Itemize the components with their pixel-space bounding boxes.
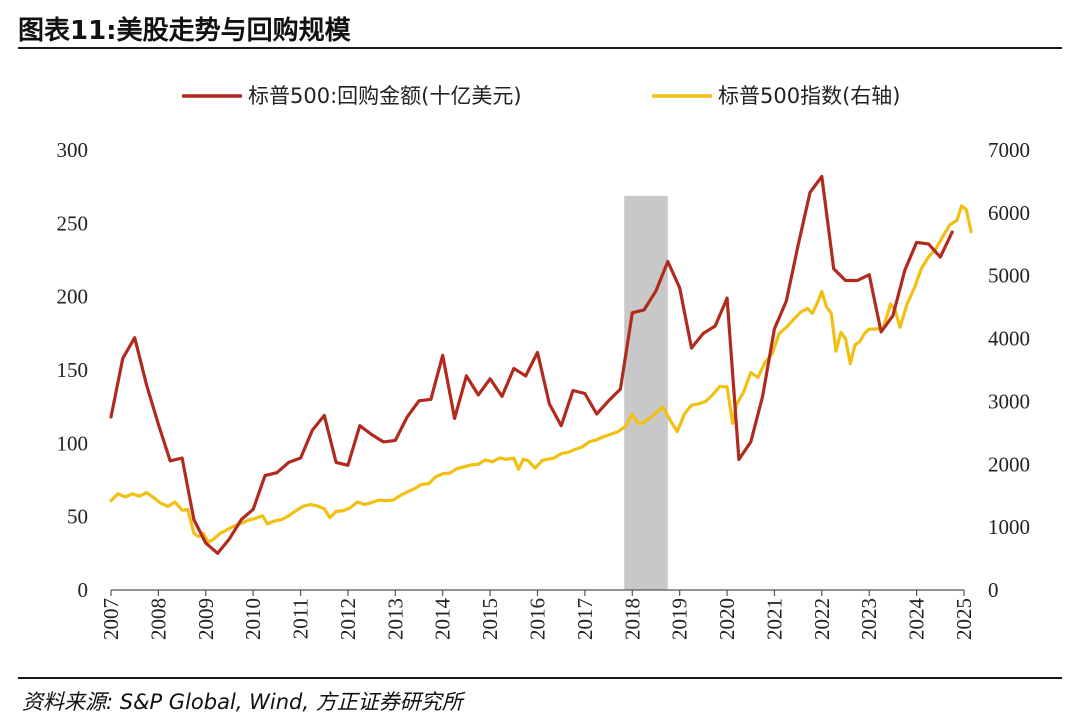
y-left-tick-label: 150	[57, 358, 89, 382]
legend: 标普500:回购金额(十亿美元) 标普500指数(右轴)	[182, 84, 900, 108]
y-left-tick-label: 250	[57, 211, 89, 235]
series-layer	[109, 174, 973, 555]
x-tick-label: 2019	[668, 598, 692, 640]
y-left-tick-label: 100	[57, 431, 89, 455]
y-left-tick-label: 0	[78, 578, 89, 602]
x-tick-label: 2024	[905, 598, 929, 641]
y-right-tick-label: 7000	[988, 138, 1030, 162]
y-right-tick-label: 0	[988, 578, 999, 602]
chart-title: 图表11:美股走势与回购规模	[18, 16, 351, 46]
footer-divider	[18, 677, 1062, 679]
source-note: 资料来源: S&P Global, Wind, 方正证券研究所	[22, 690, 463, 714]
x-tick-label: 2018	[620, 598, 644, 640]
y-left-tick-label: 300	[57, 138, 89, 162]
x-tick-label: 2010	[241, 598, 265, 640]
y-left-tick-label: 200	[57, 285, 89, 309]
y-right-tick-label: 1000	[988, 515, 1030, 539]
chart-header: 图表11:美股走势与回购规模	[0, 0, 1080, 50]
x-tick-label: 2020	[715, 598, 739, 640]
shaded-region-layer	[624, 195, 668, 590]
x-tick-label: 2011	[289, 598, 313, 639]
y-right-tick-label: 4000	[988, 327, 1030, 351]
y-right-tick-label: 6000	[988, 201, 1030, 225]
legend-label-buyback: 标普500:回购金额(十亿美元)	[248, 84, 522, 108]
x-tick-label: 2014	[431, 598, 455, 641]
y-right-tick-label: 2000	[988, 452, 1030, 476]
x-tick-label: 2015	[478, 598, 502, 640]
x-tick-label: 2012	[336, 598, 360, 640]
axes-layer: 0501001502002503000100020003000400050006…	[57, 138, 1031, 640]
x-tick-label: 2008	[146, 598, 170, 640]
x-tick-label: 2007	[99, 598, 123, 640]
y-right-tick-label: 5000	[988, 264, 1030, 288]
x-tick-label: 2023	[857, 598, 881, 640]
x-tick-label: 2017	[573, 598, 597, 640]
x-tick-label: 2016	[526, 598, 550, 640]
x-tick-label: 2021	[762, 598, 786, 640]
y-left-tick-label: 50	[67, 505, 88, 529]
chart-canvas: 0501001502002503000100020003000400050006…	[57, 84, 1031, 640]
shaded-period	[624, 195, 668, 590]
x-tick-label: 2025	[952, 598, 976, 640]
series-line-sp500-index	[109, 204, 973, 544]
x-tick-label: 2009	[194, 598, 218, 640]
legend-label-sp500-index: 标普500指数(右轴)	[718, 84, 900, 108]
title-divider	[18, 47, 1062, 49]
x-tick-label: 2013	[383, 598, 407, 640]
series-line-buyback	[109, 174, 954, 555]
y-right-tick-label: 3000	[988, 389, 1030, 413]
x-tick-label: 2022	[810, 598, 834, 640]
